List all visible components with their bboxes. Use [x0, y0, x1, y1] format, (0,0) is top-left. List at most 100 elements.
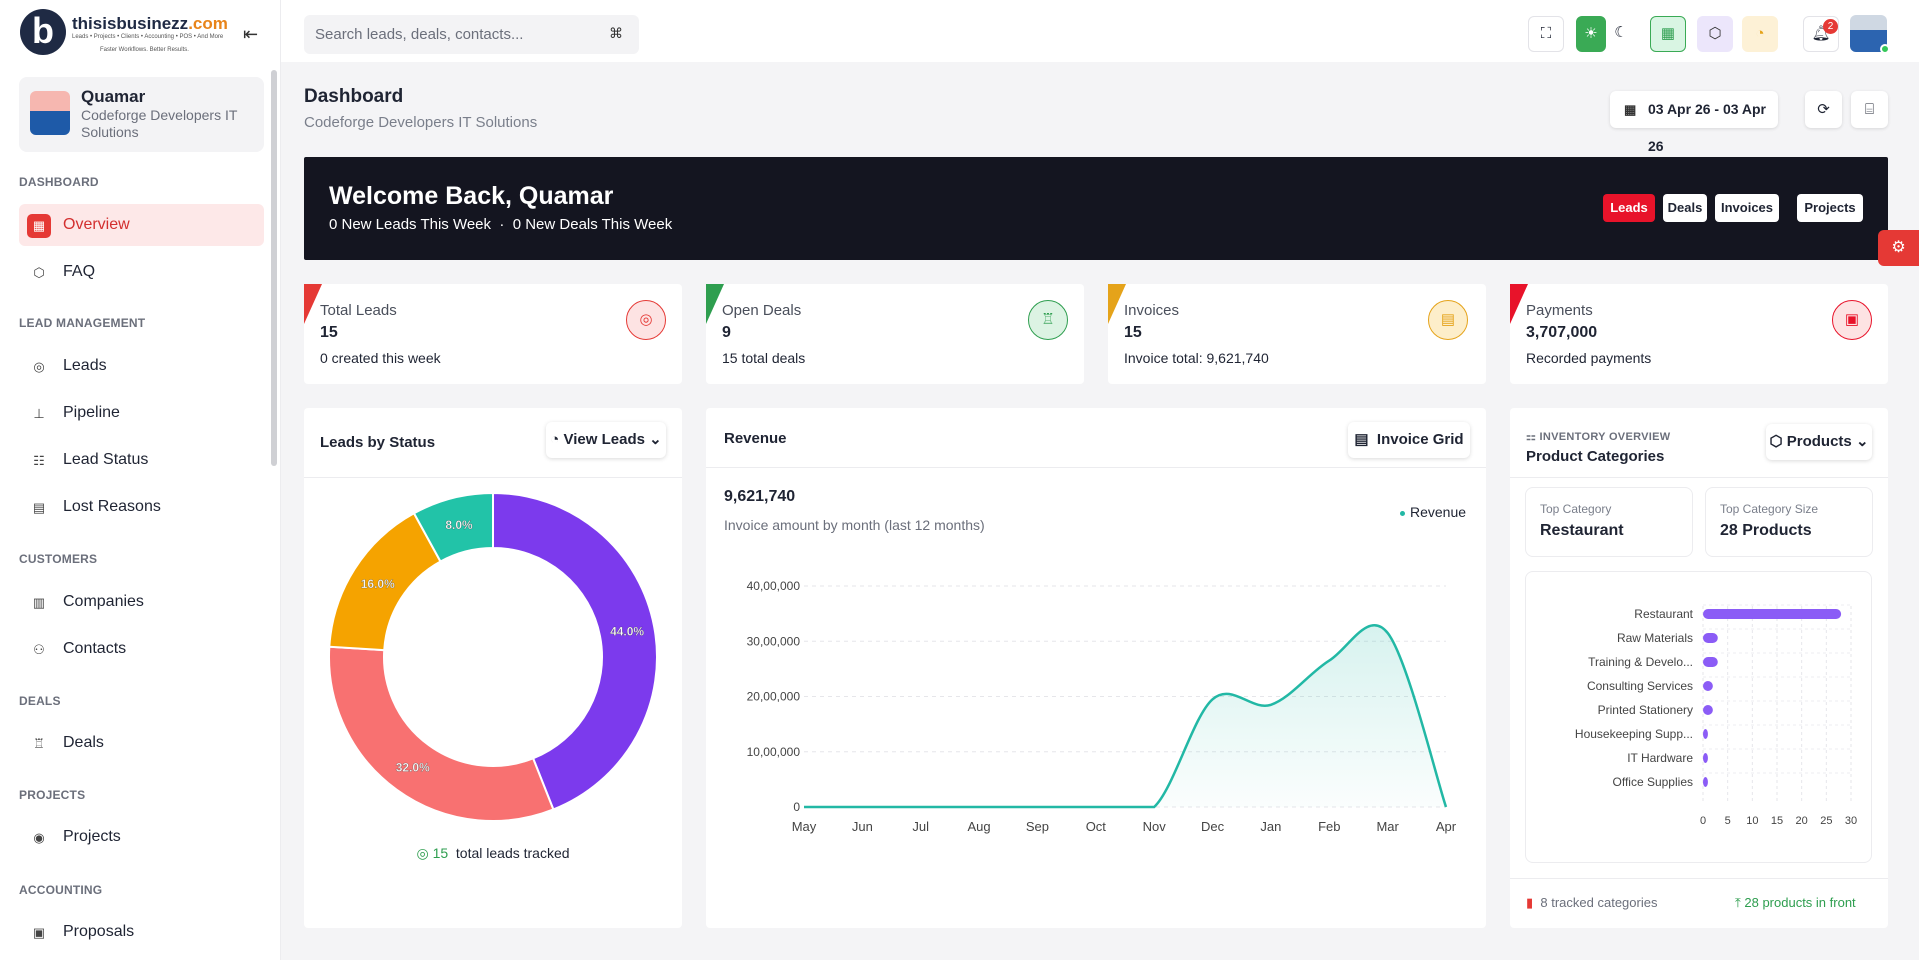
stat-subtext: Recorded payments	[1526, 350, 1652, 366]
stat-title: Invoices	[1124, 302, 1180, 319]
sidebar-scrollbar[interactable]	[271, 70, 277, 466]
collapse-sidebar-icon[interactable]: ⇤	[243, 24, 259, 44]
sidebar-item-deals[interactable]: ♖ Deals	[19, 722, 264, 764]
refresh-button[interactable]: ⟳	[1805, 91, 1842, 128]
stat-title: Payments	[1526, 302, 1593, 319]
products-dropdown[interactable]: ⬡ Products ⌄	[1766, 424, 1872, 460]
leads-by-status-card: Leads by Status ◔ View Leads ⌄ 44.0% 32.0…	[304, 408, 682, 928]
sidebar-item-label: Deals	[63, 734, 104, 751]
date-range-picker[interactable]: ▦ 03 Apr 26 - 03 Apr 26	[1610, 91, 1778, 154]
apps-grid-icon: ▦	[1660, 25, 1676, 42]
legend-dot	[1400, 510, 1405, 516]
x-tick-label: Dec	[1201, 819, 1225, 834]
hexagon-icon: ⬡	[33, 265, 45, 280]
y-tick-label: 10,00,000	[747, 745, 801, 759]
notification-count-badge: 2	[1823, 19, 1838, 34]
sidebar-item-label: Contacts	[63, 640, 127, 657]
box-button[interactable]: ⬡	[1697, 16, 1733, 52]
date-range-value: 03 Apr 26 - 03 Apr 26	[1648, 101, 1767, 154]
chart-button[interactable]: ◔	[1742, 16, 1778, 52]
building-icon: ▥	[32, 595, 46, 610]
user-name: Quamar	[81, 87, 146, 106]
brand-logo[interactable]: b thisisbusinezz.com Leads • Projects • …	[20, 9, 228, 59]
top-category-value: Restaurant	[1540, 522, 1624, 539]
top-category-box: Top Category Restaurant	[1525, 487, 1693, 557]
x-tick-label: Apr	[1436, 819, 1457, 834]
sidebar-item-leads[interactable]: ◎ Leads	[19, 345, 264, 387]
stat-card-open-deals[interactable]: Open Deals 9 15 total deals ♖	[706, 284, 1084, 384]
sidebar-item-contacts[interactable]: ⚇ Contacts	[19, 628, 264, 670]
welcome-projects-button[interactable]: Projects	[1797, 194, 1863, 222]
pie-chart-icon: ◔	[1755, 25, 1765, 42]
revenue-legend: Revenue	[1400, 504, 1466, 520]
command-key-icon: ⌘	[609, 25, 623, 41]
search-input[interactable]: Search leads, deals, contacts... ⌘	[304, 15, 639, 54]
page-subtitle: Codeforge Developers IT Solutions	[304, 114, 538, 131]
document-icon: ▤	[1354, 431, 1369, 448]
x-tick-label: 5	[1725, 815, 1731, 827]
section-projects: PROJECTS	[19, 788, 86, 802]
tracked-categories-text: ▮ 8 tracked categories	[1526, 895, 1658, 910]
stat-card-payments[interactable]: Payments 3,707,000 Recorded payments ▣	[1510, 284, 1888, 384]
welcome-leads-button[interactable]: Leads	[1603, 194, 1655, 222]
revenue-amount: 9,621,740	[724, 488, 796, 505]
view-leads-label: View Leads	[563, 431, 645, 448]
category-bar	[1703, 753, 1708, 763]
invoice-grid-button[interactable]: ▤ Invoice Grid	[1348, 422, 1470, 458]
profile-card[interactable]: Quamar Codeforge Developers IT Solutions	[19, 77, 264, 152]
sidebar-item-companies[interactable]: ▥ Companies	[19, 581, 264, 623]
upload-icon: ⤒	[1735, 895, 1741, 910]
view-leads-button[interactable]: ◔ View Leads ⌄	[546, 422, 666, 458]
divider	[304, 477, 682, 478]
dark-mode-button[interactable]: ☾	[1606, 16, 1636, 52]
revenue-description: Invoice amount by month (last 12 months)	[724, 517, 985, 533]
sidebar-item-lead-status[interactable]: ☷ Lead Status	[19, 439, 264, 481]
pipeline-icon: ⊥	[33, 406, 45, 421]
revenue-area-chart: 0 10,00,000 20,00,000 30,00,000 40,00,000 May…	[747, 579, 1457, 834]
light-mode-button[interactable]: ☀	[1576, 16, 1606, 52]
projects-icon: ◉	[33, 830, 45, 845]
stat-card-total-leads[interactable]: Total Leads 15 0 created this week ◎	[304, 284, 682, 384]
sidebar-item-overview[interactable]: ▦ Overview	[19, 204, 264, 246]
apps-button[interactable]: ▦	[1650, 16, 1686, 52]
target-icon: ◎	[416, 845, 429, 861]
sidebar: b thisisbusinezz.com Leads • Projects • …	[0, 0, 281, 960]
welcome-deals-button[interactable]: Deals	[1663, 194, 1707, 222]
sidebar-item-faq[interactable]: ⬡ FAQ	[19, 251, 264, 293]
category-chart-frame: 0 5 10 15 20 25 30 Restaurant Raw Materials Train…	[1525, 571, 1872, 863]
sidebar-item-projects[interactable]: ◉ Projects	[19, 816, 264, 858]
x-tick-label: Oct	[1086, 819, 1107, 834]
product-categories-bar-chart: 0 5 10 15 20 25 30 Restaurant Raw Materials Train…	[1575, 604, 1857, 827]
x-tick-label: Aug	[968, 819, 991, 834]
stat-card-invoices[interactable]: Invoices 15 Invoice total: 9,621,740 ▤	[1108, 284, 1486, 384]
sidebar-item-proposals[interactable]: ▣ Proposals	[19, 911, 264, 953]
stat-title: Total Leads	[320, 302, 397, 319]
y-tick-label: Raw Materials	[1617, 631, 1693, 645]
brand-tagline: Faster Workflows. Better Results.	[100, 47, 189, 53]
invoice-grid-label: Invoice Grid	[1376, 431, 1464, 448]
settings-gear-button[interactable]: ⚙	[1878, 230, 1919, 266]
x-tick-label: 0	[1700, 815, 1706, 827]
award-icon: ♖	[33, 736, 45, 751]
sidebar-item-label: Lead Status	[63, 451, 149, 468]
donut-total-caption: ◎ 15 total leads tracked	[304, 845, 682, 862]
category-bar	[1703, 657, 1718, 667]
message-icon: ▤	[32, 500, 46, 515]
welcome-invoices-button[interactable]: Invoices	[1715, 194, 1779, 222]
fullscreen-button[interactable]: ⛶	[1528, 16, 1564, 52]
user-avatar-menu[interactable]	[1850, 15, 1890, 54]
category-bar	[1703, 729, 1708, 739]
gear-icon: ⚙	[1891, 239, 1906, 256]
target-icon: ◎	[626, 300, 666, 340]
sidebar-item-pipeline[interactable]: ⊥ Pipeline	[19, 392, 264, 434]
products-in-front-text: ⤒ 28 products in front	[1735, 895, 1856, 910]
donut-slice-0	[492, 491, 658, 811]
welcome-banner: Welcome Back, Quamar 0 New Leads This We…	[304, 157, 1888, 260]
category-icon: ⚏	[1526, 431, 1537, 443]
collapse-header-button[interactable]: ⌸	[1851, 91, 1888, 128]
y-tick-label: 20,00,000	[747, 690, 801, 704]
x-tick-label: 30	[1845, 815, 1857, 827]
hexagon-icon: ⬡	[1708, 25, 1722, 42]
category-bar	[1703, 681, 1713, 691]
sidebar-item-lost-reasons[interactable]: ▤ Lost Reasons	[19, 486, 264, 528]
